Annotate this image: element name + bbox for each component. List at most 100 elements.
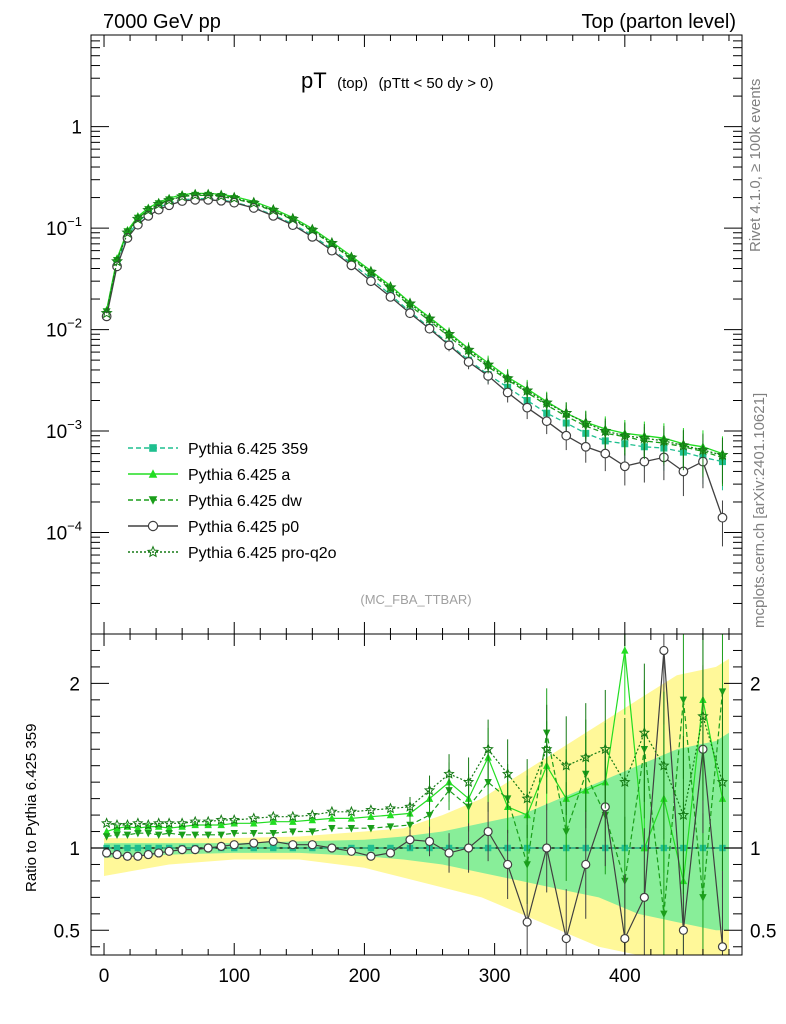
point-q2o <box>403 297 416 309</box>
legend: Pythia 6.425 359 Pythia 6.425 a Pythia 6.4… <box>128 441 337 562</box>
ratio-panel: 0 100 200 300 400 0.5 0.5 1 1 2 2 <box>54 633 776 987</box>
ratio-point-dw <box>699 894 707 902</box>
point-p0 <box>502 387 513 398</box>
ratio-point-p0 <box>102 848 112 858</box>
point-q2o <box>579 416 592 429</box>
ratio-point-q2o <box>176 817 188 829</box>
ratio-point-a <box>250 819 258 827</box>
header-left: 7000 GeV pp <box>103 11 221 33</box>
ratio-point-dw <box>269 829 277 838</box>
point-q2o <box>163 193 176 206</box>
ratio-point-p0 <box>405 835 415 845</box>
ratio-point-q2o <box>345 805 358 817</box>
point-q2o <box>176 190 189 202</box>
ratio-point-dw <box>660 910 668 919</box>
point-q2o <box>215 189 228 201</box>
ratio-point-dw <box>230 829 238 838</box>
ratio-point-p0 <box>444 848 454 858</box>
point-q2o <box>599 424 612 437</box>
point-q2o <box>364 265 377 278</box>
mcplots-label: mcplots.cern.ch [arXiv:2401.10621] <box>751 393 768 628</box>
x-tick-label: 200 <box>349 966 381 987</box>
ratio-point-a <box>113 824 121 832</box>
ratio-point-s359 <box>387 844 394 852</box>
ratio-point-p0 <box>112 849 122 860</box>
point-q2o <box>560 406 573 419</box>
ratio-point-a <box>308 815 317 824</box>
main-y-tick-label: 1 <box>71 118 82 139</box>
point-p0 <box>463 357 474 367</box>
legend-item-dw: Pythia 6.425 dw <box>128 493 302 510</box>
ratio-point-dw <box>123 831 132 840</box>
point-p0 <box>522 402 533 413</box>
ratio-point-dw <box>250 829 258 838</box>
ratio-point-q2o <box>326 805 338 817</box>
main-y-tick-base: 10 <box>46 422 67 443</box>
ratio-point-q2o <box>638 726 651 738</box>
point-q2o <box>482 358 495 370</box>
ratio-point-q2o <box>248 812 260 824</box>
ratio-point-p0 <box>122 851 133 861</box>
ratio-point-dw <box>406 821 414 830</box>
point-q2o <box>384 281 397 293</box>
ratio-point-p0 <box>143 849 153 860</box>
series-line-s359 <box>105 198 723 463</box>
legend-label: Pythia 6.425 a <box>188 467 290 484</box>
main-y-tick-label: 10−2 <box>46 316 82 342</box>
point-q2o <box>677 439 690 451</box>
ratio-point-s359 <box>250 844 257 852</box>
ratio-point-p0 <box>366 851 376 861</box>
ratio-point-q2o <box>540 743 553 755</box>
ratio-point-q2o <box>384 802 397 814</box>
main-y-tick-label: 10−3 <box>46 417 82 443</box>
point-q2o <box>501 372 514 384</box>
main-y-tick-exp: −4 <box>67 519 82 534</box>
ratio-point-q2o <box>619 776 631 788</box>
ratio-point-a <box>165 824 173 832</box>
point-q2o <box>286 212 299 225</box>
ratio-y-tick-label-right: 1 <box>750 839 761 860</box>
ratio-point-s359 <box>270 844 277 852</box>
ratio-point-p0 <box>561 933 571 944</box>
legend-marker <box>148 469 158 478</box>
ratio-point-q2o <box>365 804 377 815</box>
ratio-point-p0 <box>327 843 337 853</box>
point-q2o <box>202 188 215 201</box>
ratio-point-a <box>367 812 375 820</box>
ratio-point-dw <box>718 688 727 696</box>
legend-marker <box>149 444 157 452</box>
ratio-point-dw <box>217 831 225 840</box>
point-q2o <box>306 223 319 236</box>
point-p0 <box>385 291 396 302</box>
x-tick-label: 100 <box>218 966 250 987</box>
ratio-line-q2o <box>106 716 724 826</box>
ratio-point-q2o <box>423 784 436 796</box>
point-dw <box>123 228 132 237</box>
point-q2o <box>462 343 475 356</box>
ratio-ylabel: Ratio to Pythia 6.425 359 <box>23 724 40 892</box>
point-p0 <box>541 416 552 427</box>
ratio-point-dw <box>347 825 356 833</box>
main-y-tick-label: 10−1 <box>46 214 82 240</box>
ratio-point-q2o <box>202 815 214 827</box>
point-dw <box>308 227 317 236</box>
ratio-point-p0 <box>203 843 213 853</box>
ratio-point-dw <box>328 825 336 833</box>
point-q2o <box>267 203 280 216</box>
ratio-point-a <box>191 820 199 829</box>
point-p0 <box>717 512 728 523</box>
ratio-point-dw <box>562 828 570 836</box>
ratio-point-dw <box>425 811 434 820</box>
ratio-point-p0 <box>229 840 239 850</box>
legend-label: Pythia 6.425 dw <box>188 493 302 510</box>
ratio-point-q2o <box>580 751 592 763</box>
point-q2o <box>111 255 124 267</box>
legend-item-p0: Pythia 6.425 p0 <box>128 519 299 536</box>
x-tick-label: 400 <box>609 966 641 987</box>
ratio-point-q2o <box>163 817 175 829</box>
series-line-a <box>105 192 723 455</box>
ratio-point-dw <box>289 828 297 836</box>
ratio-point-q2o <box>560 759 572 771</box>
ratio-point-q2o <box>267 810 279 822</box>
